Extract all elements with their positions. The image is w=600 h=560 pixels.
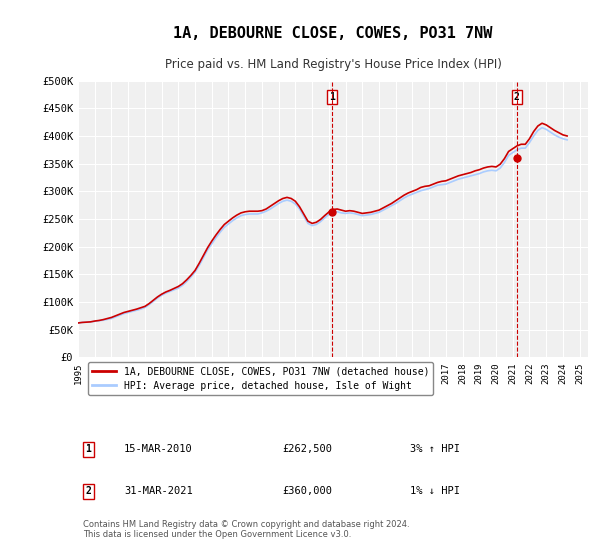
Text: 1% ↓ HPI: 1% ↓ HPI (409, 486, 460, 496)
Text: Price paid vs. HM Land Registry's House Price Index (HPI): Price paid vs. HM Land Registry's House … (164, 58, 502, 71)
Text: 3% ↑ HPI: 3% ↑ HPI (409, 444, 460, 454)
Text: 31-MAR-2021: 31-MAR-2021 (124, 486, 193, 496)
Text: £360,000: £360,000 (282, 486, 332, 496)
Text: Contains HM Land Registry data © Crown copyright and database right 2024.
This d: Contains HM Land Registry data © Crown c… (83, 520, 410, 539)
Text: 1: 1 (329, 92, 335, 102)
Text: 2: 2 (514, 92, 520, 102)
Text: 1: 1 (85, 444, 91, 454)
Text: £262,500: £262,500 (282, 444, 332, 454)
Text: 2: 2 (85, 486, 91, 496)
Legend: 1A, DEBOURNE CLOSE, COWES, PO31 7NW (detached house), HPI: Average price, detach: 1A, DEBOURNE CLOSE, COWES, PO31 7NW (det… (88, 362, 433, 395)
Text: 1A, DEBOURNE CLOSE, COWES, PO31 7NW: 1A, DEBOURNE CLOSE, COWES, PO31 7NW (173, 26, 493, 41)
Text: 15-MAR-2010: 15-MAR-2010 (124, 444, 193, 454)
